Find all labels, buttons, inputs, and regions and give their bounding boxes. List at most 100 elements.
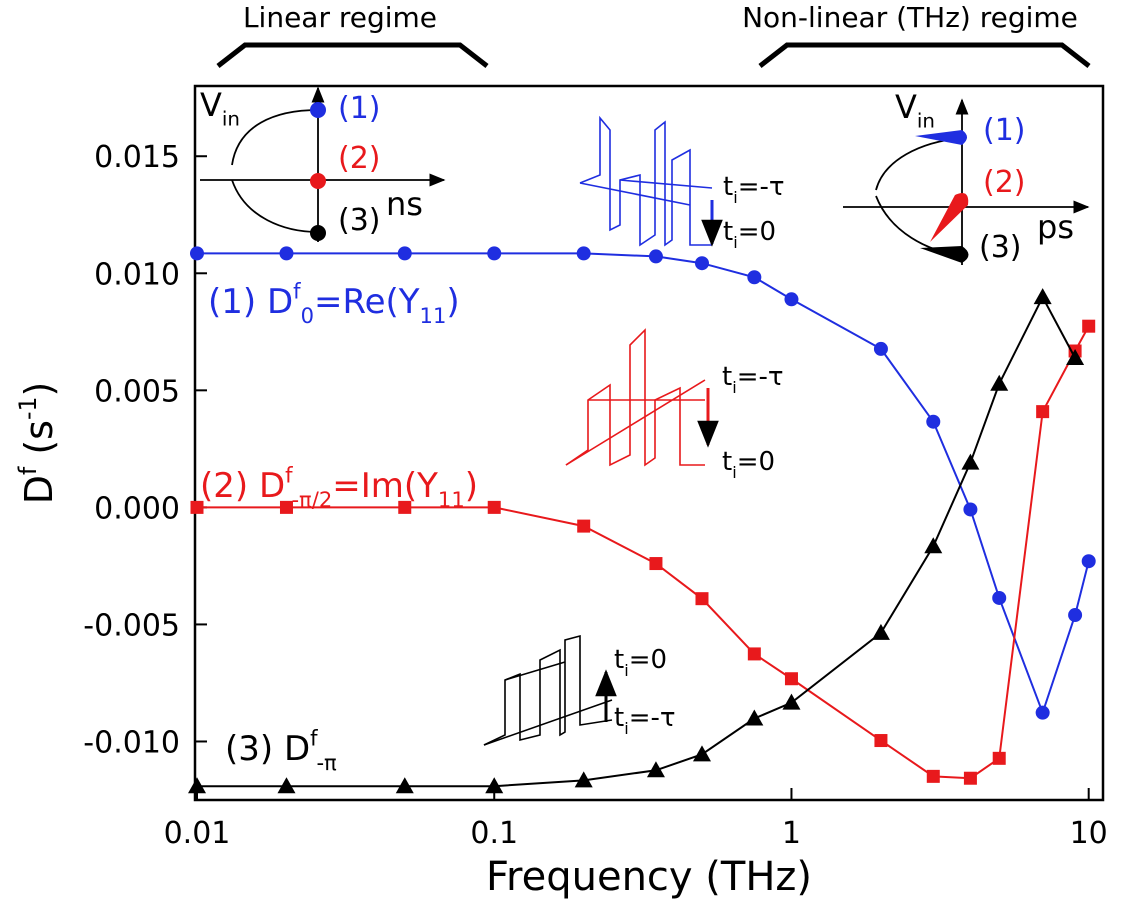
point [188,777,206,794]
annotation: (2) [983,165,1026,200]
point [576,246,591,261]
series-line [197,325,1090,780]
text-part: t [722,447,732,477]
point [1035,705,1050,720]
point [279,500,293,514]
text-part: t [614,703,624,733]
point [926,769,940,783]
text-part: (2) [338,141,381,176]
text-part: i [733,233,737,252]
waveform-black [483,634,617,746]
text-part: ps [1037,208,1074,246]
text-part: V [895,88,917,126]
point [577,519,591,533]
annotation: (3) [338,203,381,238]
text-part: (1) [338,91,381,126]
text-part: -π [316,750,337,775]
text-part: (2) D [200,466,285,506]
text-part: =-τ [737,362,784,392]
point [279,246,294,261]
point [1033,288,1052,305]
point [649,557,663,571]
text-part: in [917,110,935,133]
text-part: ) [465,466,478,506]
y-tick-label: -0.005 [83,608,180,643]
x-tick-label: 1 [782,816,801,851]
point [961,453,980,470]
text-part: (3) D [225,729,310,769]
annotation: ti=0 [723,217,776,252]
annotation: (2) [338,141,381,176]
point [190,246,204,261]
point [963,771,977,785]
text-part: 11 [420,303,447,328]
point [646,761,665,778]
y-tick-label: -0.010 [83,725,180,760]
text-part: (3) [979,230,1022,265]
annotation: ti=-τ [722,362,784,397]
annotation: ti=-τ [614,703,676,738]
y-tick-label: 0.015 [94,140,180,175]
annotation: (1) [338,91,381,126]
point [1066,349,1085,366]
text-part: f [285,463,293,488]
series-line [197,252,1090,716]
annotation: ti=-τ [723,172,785,207]
annotation: (1) Df0=Re(Y11) [208,279,460,328]
point [873,341,888,356]
text-part: i [733,188,737,207]
annotation: Vin [200,86,240,131]
text-part: t [722,362,732,392]
point [874,734,888,748]
text-part: f [14,466,42,475]
text-part: D [17,475,61,504]
y-tick-label: 0.005 [94,374,180,409]
point [692,745,711,762]
annotation: ns [386,185,423,223]
text-part: t [614,645,624,675]
point [277,777,296,794]
point [782,693,801,710]
text-part: =-τ [738,172,785,202]
text-part: 0 [301,303,314,328]
text-part: i [624,661,628,680]
text-part: ns [386,185,423,223]
x-tick-label: 10 [1070,816,1108,851]
point [648,249,663,264]
point [784,672,798,686]
text-part: 11 [438,487,465,512]
x-tick-label: 0.01 [164,816,231,851]
annotation: ti=0 [722,447,775,482]
text-part: Linear regime [243,1,437,34]
point [1081,554,1096,569]
point [487,500,501,514]
text-part: ) [446,282,459,322]
point [871,623,890,640]
point [487,246,502,261]
text-part: i [732,463,736,482]
point [747,270,762,285]
point [694,256,709,271]
annotation: (3) Df-π [225,726,337,775]
text-part: =Im(Y [332,466,438,506]
point [784,292,799,307]
y-tick-label: 0.010 [94,257,180,292]
point [190,500,204,514]
text-part: f [293,279,301,304]
point [695,592,709,606]
text-part: i [732,378,736,397]
annotation: (2) Df-π/2=Im(Y11) [200,463,478,512]
regime-brackets [216,42,1091,68]
inset-ps [843,98,1090,265]
point [990,374,1009,391]
point [992,590,1007,605]
annotation: ps [1037,208,1074,246]
point [926,414,941,429]
point [1036,405,1050,419]
text-part: i [624,719,628,738]
point [485,777,504,794]
inset-ns [200,86,446,242]
annotation: Vin [895,88,935,133]
annotation: (1) [983,113,1026,148]
